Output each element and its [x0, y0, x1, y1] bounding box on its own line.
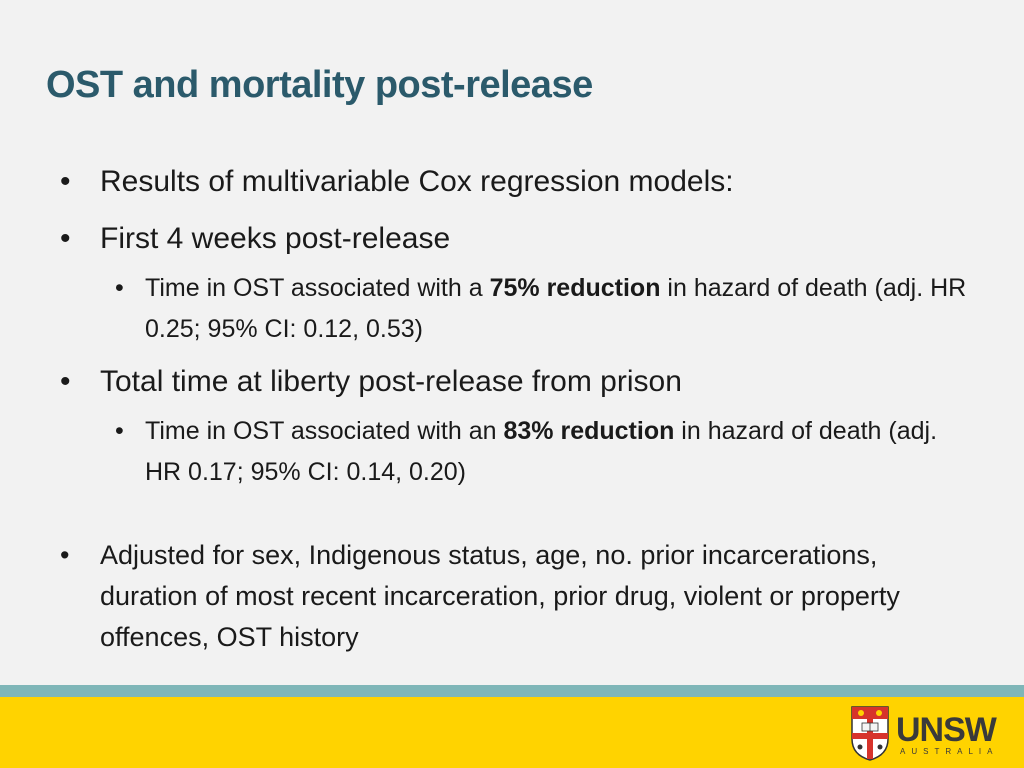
page-title: OST and mortality post-release: [46, 64, 593, 106]
sub-bullet-item: Time in OST associated with a 75% reduct…: [60, 268, 980, 350]
bullet-item: Adjusted for sex, Indigenous status, age…: [60, 535, 980, 658]
bullet-text: First 4 weeks post-release: [100, 222, 451, 255]
bullet-list: Results of multivariable Cox regression …: [60, 162, 980, 675]
sub-bullet-text: Time in OST associated with an: [145, 417, 504, 445]
bullet-item: Total time at liberty post-release from …: [60, 362, 980, 402]
unsw-logo: UNSW AUSTRALIA: [850, 705, 1010, 763]
logo-subtext: AUSTRALIA: [900, 747, 999, 756]
bullet-text: Adjusted for sex, Indigenous status, age…: [100, 540, 900, 652]
bullet-item: First 4 weeks post-release: [60, 219, 980, 259]
sub-bullet-item: Time in OST associated with an 83% reduc…: [60, 411, 980, 493]
emphasis-text: 75% reduction: [489, 274, 661, 302]
footer-stripe: [0, 685, 1024, 697]
sub-bullet-text: in hazard of death (adj. HR 0.17; 95% CI…: [145, 417, 938, 486]
bullet-text: Total time at liberty post-release from …: [100, 365, 682, 398]
crest-icon: [851, 706, 889, 761]
sub-bullet-text: in hazard of death (adj. HR 0.25; 95% CI…: [145, 274, 967, 343]
logo-wordmark: UNSW: [896, 711, 997, 749]
sub-bullet-text: Time in OST associated with a: [145, 274, 490, 302]
bullet-text: Results of multivariable Cox regression …: [100, 165, 734, 198]
emphasis-text: 83% reduction: [503, 417, 675, 445]
bullet-item: Results of multivariable Cox regression …: [60, 162, 980, 202]
